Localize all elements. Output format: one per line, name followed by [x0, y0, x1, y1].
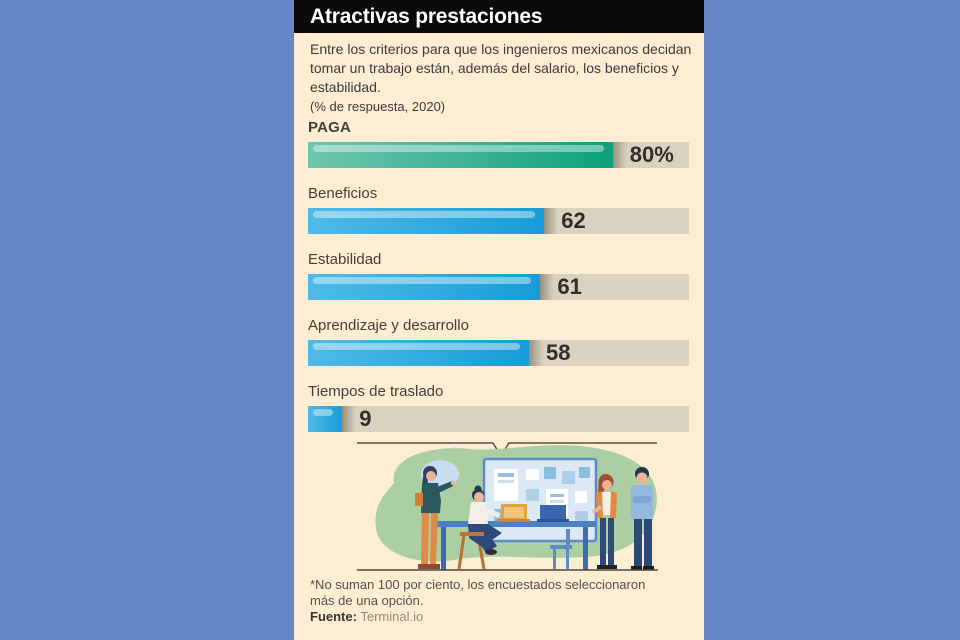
bar-label: PAGA: [308, 119, 352, 136]
laptop-blue: [537, 505, 569, 522]
bar-track: 58: [308, 340, 689, 366]
bar-label: Estabilidad: [308, 251, 382, 268]
intro-line: tomar un trabajo están, además del salar…: [310, 60, 679, 76]
bar-fill: [308, 274, 541, 300]
title-bar: Atractivas prestaciones: [294, 0, 704, 33]
person-standing-left: [415, 466, 456, 569]
person-standing-woman-right: [592, 474, 617, 569]
footnote: *No suman 100 por ciento, los encuestado…: [310, 577, 645, 625]
bar-row-beneficios: Beneficios 62: [308, 185, 689, 234]
footnote-line: más de una opción.: [310, 593, 424, 608]
bar-fill: [308, 340, 529, 366]
bar-value: 58: [545, 340, 571, 365]
bar-fill: [308, 208, 545, 234]
bar-row-aprendizaje: Aprendizaje y desarrollo 58: [308, 317, 689, 366]
bar-end-shadow: [342, 406, 357, 432]
bar-end-shadow: [612, 142, 627, 168]
bar-end-shadow: [528, 340, 543, 366]
laptop-orange: [497, 504, 530, 522]
intro-text: Entre los criterios para que los ingenie…: [310, 40, 692, 97]
bar-end-shadow: [540, 274, 555, 300]
page-title: Atractivas prestaciones: [310, 4, 543, 28]
bar-end-shadow: [544, 208, 559, 234]
bar-value: 80%: [629, 142, 674, 167]
person-standing-man-right: [631, 467, 654, 570]
intro-line: estabilidad.: [310, 79, 381, 95]
bar-value: 62: [561, 208, 586, 233]
bar-gloss: [313, 409, 334, 416]
bar-gloss: [313, 145, 604, 152]
bar-track: 62: [308, 208, 689, 234]
office-illustration: [357, 442, 658, 571]
source-value: Terminal.io: [360, 609, 424, 624]
bar-row-estabilidad: Estabilidad 61: [308, 251, 689, 300]
source-label: Fuente:: [310, 609, 357, 624]
intro-line: Entre los criterios para que los ingenie…: [310, 41, 692, 57]
bar-value: 9: [359, 406, 372, 431]
bar-track: 9: [308, 406, 689, 432]
bar-gloss: [313, 211, 536, 218]
bar-track: 61: [308, 274, 689, 300]
footnote-line: *No suman 100 por ciento, los encuestado…: [310, 577, 646, 592]
bar-fill: [308, 406, 343, 432]
infographic-card: Atractivas prestaciones Entre los criter…: [294, 0, 704, 640]
bar-fill: [308, 142, 613, 168]
units-note: (% de respuesta, 2020): [310, 99, 446, 114]
bar-label: Aprendizaje y desarrollo: [308, 317, 469, 334]
bar-row-paga: PAGA 80%: [308, 119, 689, 168]
bar-row-tiempos: Tiempos de traslado 9: [308, 383, 689, 432]
bar-label: Tiempos de traslado: [308, 383, 444, 400]
bar-label: Beneficios: [308, 185, 378, 202]
chair: [550, 529, 572, 569]
bar-gloss: [313, 277, 532, 284]
bar-gloss: [313, 343, 520, 350]
bar-track: 80%: [308, 142, 689, 168]
person-sitting: [457, 485, 502, 570]
bar-value: 61: [557, 274, 582, 299]
